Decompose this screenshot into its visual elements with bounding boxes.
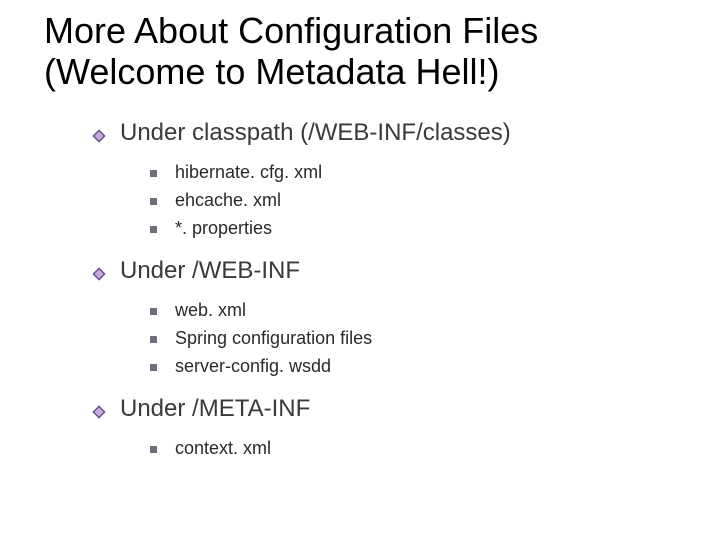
level1-item: Under /META-INF bbox=[44, 393, 692, 425]
level2-item: *. properties bbox=[150, 215, 692, 243]
level2-label: hibernate. cfg. xml bbox=[175, 159, 322, 187]
square-bullet-icon bbox=[150, 336, 157, 343]
level1-label: Under /META-INF bbox=[120, 393, 310, 425]
level2-item: context. xml bbox=[150, 435, 692, 463]
square-bullet-icon bbox=[150, 198, 157, 205]
level2-label: *. properties bbox=[175, 215, 272, 243]
square-bullet-icon bbox=[150, 170, 157, 177]
diamond-bullet-icon bbox=[92, 129, 106, 143]
level1-label: Under /WEB-INF bbox=[120, 255, 300, 287]
level2-label: Spring configuration files bbox=[175, 325, 372, 353]
level2-label: server-config. wsdd bbox=[175, 353, 331, 381]
square-bullet-icon bbox=[150, 226, 157, 233]
level2-item: server-config. wsdd bbox=[150, 353, 692, 381]
level2-label: ehcache. xml bbox=[175, 187, 281, 215]
square-bullet-icon bbox=[150, 446, 157, 453]
bullet-list: Under classpath (/WEB-INF/classes) hiber… bbox=[44, 117, 692, 469]
level2-label: context. xml bbox=[175, 435, 271, 463]
level2-list: hibernate. cfg. xml ehcache. xml *. prop… bbox=[44, 153, 692, 249]
level2-item: ehcache. xml bbox=[150, 187, 692, 215]
square-bullet-icon bbox=[150, 364, 157, 371]
level1-item: Under classpath (/WEB-INF/classes) bbox=[44, 117, 692, 149]
diamond-bullet-icon bbox=[92, 405, 106, 419]
level2-item: Spring configuration files bbox=[150, 325, 692, 353]
level1-item: Under /WEB-INF bbox=[44, 255, 692, 287]
diamond-bullet-icon bbox=[92, 267, 106, 281]
level2-item: hibernate. cfg. xml bbox=[150, 159, 692, 187]
level2-label: web. xml bbox=[175, 297, 246, 325]
level2-list: context. xml bbox=[44, 429, 692, 469]
square-bullet-icon bbox=[150, 308, 157, 315]
level1-label: Under classpath (/WEB-INF/classes) bbox=[120, 117, 511, 149]
diamond-shape bbox=[93, 130, 104, 141]
slide: More About Configuration Files (Welcome … bbox=[0, 0, 720, 540]
level2-list: web. xml Spring configuration files serv… bbox=[44, 291, 692, 387]
level2-item: web. xml bbox=[150, 297, 692, 325]
slide-title: More About Configuration Files (Welcome … bbox=[44, 10, 692, 93]
